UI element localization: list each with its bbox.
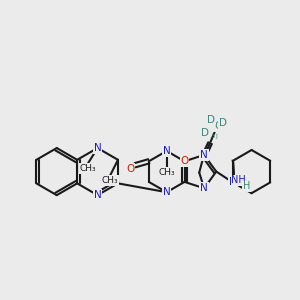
Text: D: D	[201, 128, 209, 138]
Text: N: N	[163, 146, 171, 156]
Text: N: N	[163, 187, 171, 197]
Polygon shape	[232, 160, 235, 178]
Text: N: N	[94, 190, 101, 200]
Text: CH₃: CH₃	[80, 164, 96, 173]
Text: D: D	[219, 118, 227, 128]
Text: N: N	[200, 150, 208, 160]
Text: [13]: [13]	[206, 134, 218, 139]
Text: H: H	[243, 181, 250, 191]
Text: O: O	[126, 164, 134, 174]
Text: NH: NH	[231, 176, 246, 185]
Text: CH₃: CH₃	[102, 176, 118, 185]
Text: C: C	[214, 122, 222, 131]
Text: N: N	[229, 177, 237, 188]
Text: N: N	[200, 183, 208, 193]
Text: CH₃: CH₃	[158, 168, 175, 177]
Text: O: O	[180, 156, 189, 166]
Text: N: N	[94, 143, 101, 153]
Text: D: D	[207, 115, 215, 124]
